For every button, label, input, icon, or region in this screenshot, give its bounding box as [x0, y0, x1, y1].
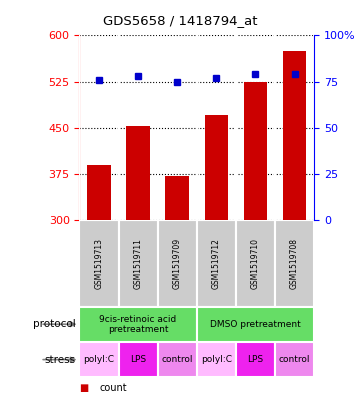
Text: GSM1519708: GSM1519708: [290, 238, 299, 289]
Bar: [158, 220, 197, 307]
Bar: [118, 342, 158, 377]
Bar: [79, 307, 197, 342]
Text: GSM1519709: GSM1519709: [173, 238, 182, 289]
Text: 9cis-retinoic acid
pretreatment: 9cis-retinoic acid pretreatment: [100, 314, 177, 334]
Text: protocol: protocol: [33, 319, 76, 329]
Text: GSM1519710: GSM1519710: [251, 238, 260, 289]
Bar: [283, 51, 306, 220]
Bar: [205, 116, 228, 220]
Text: polyI:C: polyI:C: [201, 355, 232, 364]
Text: ■: ■: [79, 383, 89, 393]
Bar: [165, 176, 189, 220]
Text: GSM1519713: GSM1519713: [95, 238, 104, 289]
Text: stress: stress: [45, 354, 76, 365]
Bar: [79, 220, 118, 307]
Text: LPS: LPS: [247, 355, 264, 364]
Text: DMSO pretreatment: DMSO pretreatment: [210, 320, 301, 329]
Bar: [236, 220, 275, 307]
Text: polyI:C: polyI:C: [83, 355, 114, 364]
Bar: [236, 342, 275, 377]
Bar: [275, 220, 314, 307]
Bar: [197, 307, 314, 342]
Bar: [158, 342, 197, 377]
Text: LPS: LPS: [130, 355, 146, 364]
Bar: [197, 220, 236, 307]
Bar: [244, 82, 267, 220]
Bar: [118, 220, 158, 307]
Text: GDS5658 / 1418794_at: GDS5658 / 1418794_at: [103, 14, 258, 27]
Bar: [79, 342, 118, 377]
Text: count: count: [99, 383, 127, 393]
Text: control: control: [161, 355, 193, 364]
Text: control: control: [279, 355, 310, 364]
Bar: [197, 342, 236, 377]
Bar: [126, 126, 150, 220]
Text: GSM1519712: GSM1519712: [212, 238, 221, 289]
Bar: [275, 342, 314, 377]
Bar: [87, 165, 111, 220]
Text: GSM1519711: GSM1519711: [134, 238, 143, 289]
